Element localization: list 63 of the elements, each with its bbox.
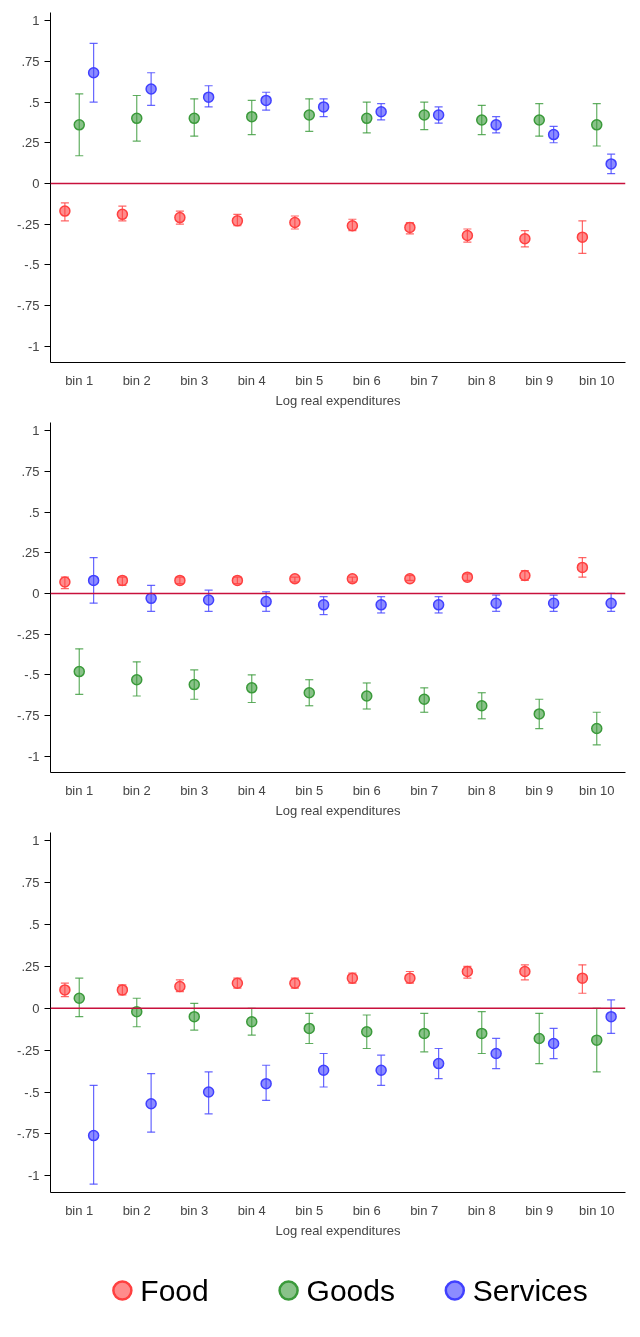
x-axis-title: Log real expenditures	[275, 392, 402, 408]
y-tick-label: -.5	[24, 667, 40, 683]
x-tick-label: bin 1	[65, 1202, 94, 1218]
y-tick-label: .75	[21, 463, 40, 479]
x-tick-label: bin 2	[122, 782, 151, 798]
x-tick-label: bin 8	[467, 782, 496, 798]
x-tick-label: bin 10	[579, 372, 615, 388]
x-tick-label: bin 8	[467, 1202, 496, 1218]
x-tick-label: bin 2	[122, 372, 151, 388]
x-tick-label: bin 8	[467, 372, 496, 388]
x-tick-label: bin 4	[237, 372, 266, 388]
x-tick-label: bin 6	[352, 782, 381, 798]
x-tick-label: bin 7	[410, 1202, 439, 1218]
y-tick-label: .25	[21, 135, 40, 151]
x-tick-label: bin 10	[579, 782, 615, 798]
y-tick-label: .5	[28, 917, 40, 933]
y-tick-label: -1	[27, 338, 40, 354]
y-tick-label: 0	[32, 175, 40, 191]
x-tick-label: bin 5	[295, 1202, 324, 1218]
x-tick-label: bin 9	[525, 1202, 554, 1218]
y-tick-label: -1	[27, 1168, 40, 1184]
y-tick-label: .5	[28, 94, 40, 110]
x-tick-label: bin 9	[525, 782, 554, 798]
legend-label: Services	[472, 1274, 588, 1307]
legend-label: Food	[140, 1274, 209, 1307]
x-tick-label: bin 7	[410, 372, 439, 388]
y-tick-label: -.25	[17, 626, 40, 642]
y-tick-label: 1	[32, 13, 40, 29]
y-tick-label: -.5	[24, 1084, 40, 1100]
y-tick-label: -.5	[24, 257, 40, 273]
y-tick-label: 1	[32, 833, 40, 849]
x-tick-label: bin 3	[180, 1202, 209, 1218]
y-tick-label: 0	[32, 585, 40, 601]
x-tick-label: bin 1	[65, 782, 94, 798]
legend-label: Goods	[306, 1274, 395, 1307]
y-tick-label: -.75	[17, 708, 40, 724]
y-tick-label: .75	[21, 875, 40, 891]
y-tick-label: -.25	[17, 1042, 40, 1058]
y-tick-label: 0	[32, 1000, 40, 1016]
x-tick-label: bin 7	[410, 782, 439, 798]
x-tick-label: bin 5	[295, 372, 324, 388]
x-tick-label: bin 2	[122, 1202, 151, 1218]
x-axis-title: Log real expenditures	[275, 1222, 402, 1238]
x-tick-label: bin 10	[579, 1202, 615, 1218]
y-tick-label: -.75	[17, 298, 40, 314]
x-tick-label: bin 5	[295, 782, 324, 798]
x-axis-title: Log real expenditures	[275, 802, 402, 818]
y-tick-label: -.75	[17, 1126, 40, 1142]
y-tick-label: .25	[21, 958, 40, 974]
x-tick-label: bin 3	[180, 782, 209, 798]
y-tick-label: .25	[21, 545, 40, 561]
y-tick-label: -.25	[17, 216, 40, 232]
y-tick-label: .5	[28, 504, 40, 520]
x-tick-label: bin 4	[237, 1202, 266, 1218]
x-tick-label: bin 6	[352, 1202, 381, 1218]
y-tick-label: .75	[21, 53, 40, 69]
x-tick-label: bin 3	[180, 372, 209, 388]
x-tick-label: bin 1	[65, 372, 94, 388]
x-tick-label: bin 4	[237, 782, 266, 798]
x-tick-label: bin 6	[352, 372, 381, 388]
y-tick-label: -1	[27, 748, 40, 764]
x-tick-label: bin 9	[525, 372, 554, 388]
y-tick-label: 1	[32, 423, 40, 439]
